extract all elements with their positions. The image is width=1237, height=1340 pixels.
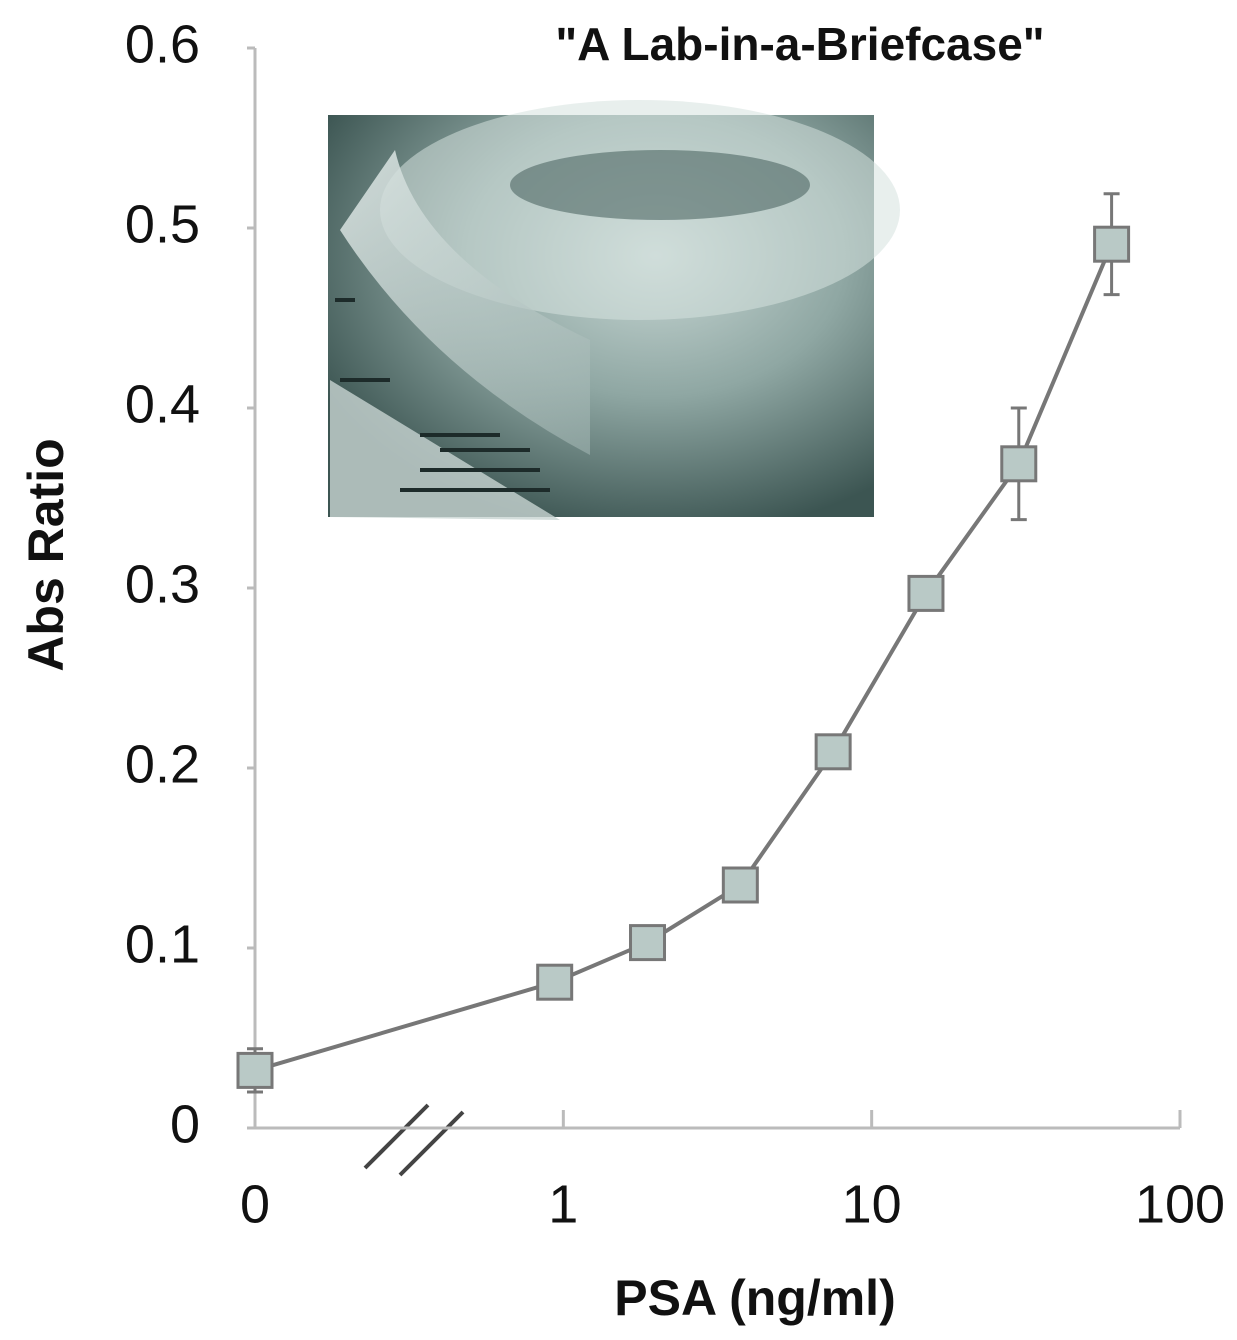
marker [909,576,943,610]
x-tick-label: 0 [240,1174,270,1234]
axis-break [365,1105,463,1175]
marker [1002,447,1036,481]
y-tick-label: 0.5 [125,194,200,254]
y-tick-label: 0.1 [125,914,200,974]
y-tick-label: 0.6 [125,14,200,74]
chart: "A Lab-in-a-Briefcase" PSA (ng/ml) Abs R… [0,0,1237,1340]
x-tick-label: 10 [842,1174,902,1234]
y-axis-label: Abs Ratio [18,438,74,671]
marker [723,868,757,902]
y-tick-label: 0 [170,1094,200,1154]
marker [1095,227,1129,261]
x-axis-label: PSA (ng/ml) [614,1270,895,1326]
inset-photo [328,100,900,520]
marker [538,965,572,999]
marker [816,735,850,769]
page: {"chart_data": { "type": "line", "title"… [0,0,1237,1340]
marker [631,926,665,960]
chart-title: "A Lab-in-a-Briefcase" [555,18,1044,70]
x-tick-label: 1 [548,1174,578,1234]
y-tick-label: 0.4 [125,374,200,434]
marker [238,1053,272,1087]
y-tick-label: 0.2 [125,734,200,794]
x-tick-label: 100 [1135,1174,1225,1234]
y-tick-label: 0.3 [125,554,200,614]
